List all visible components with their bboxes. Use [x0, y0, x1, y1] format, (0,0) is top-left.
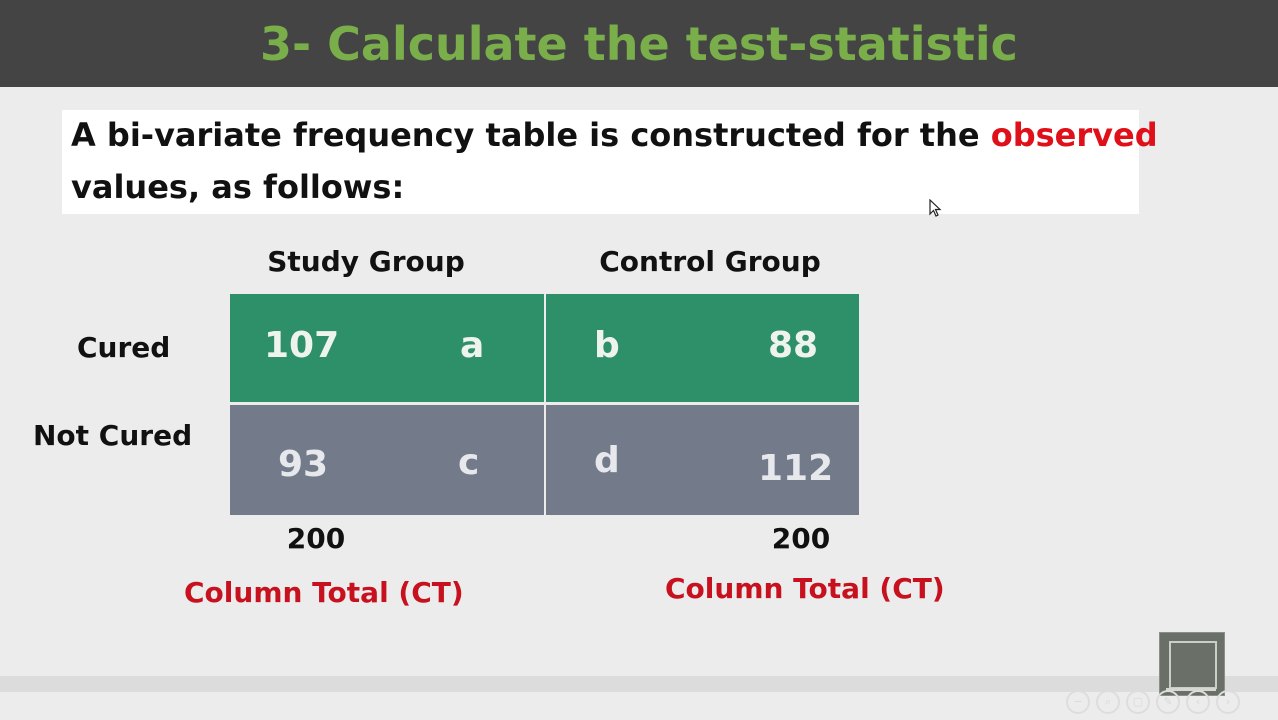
edit-icon[interactable]: ✎	[1156, 690, 1180, 714]
presentation-toolbar: − ⌕ ▢ ✎ ‹ ›	[1066, 690, 1240, 714]
intro-text-part1: A bi-variate frequency table is construc…	[71, 116, 991, 154]
prev-icon[interactable]: ‹	[1186, 690, 1210, 714]
cell-value: 88	[768, 325, 819, 366]
column-total-control: 200	[771, 522, 831, 555]
column-total-label-control: Column Total (CT)	[665, 572, 945, 605]
next-icon[interactable]: ›	[1216, 690, 1240, 714]
search-icon[interactable]: ⌕	[1096, 690, 1120, 714]
cell-cured-control: b 88	[546, 294, 859, 402]
university-logo	[1159, 632, 1225, 696]
intro-line-2: values, as follows:	[71, 168, 405, 206]
cell-not-cured-control: d 112	[546, 405, 859, 515]
column-header-study: Study Group	[267, 245, 465, 278]
logo-caption-bar	[1166, 688, 1216, 691]
mouse-cursor-icon	[929, 199, 942, 217]
slide-title-bar: 3- Calculate the test-statistic	[0, 0, 1278, 87]
cell-value: 93	[278, 444, 329, 485]
zoom-out-icon[interactable]: −	[1066, 690, 1090, 714]
row-label-not-cured: Not Cured	[33, 419, 193, 452]
logo-emblem-icon	[1169, 641, 1217, 689]
cell-not-cured-study: 93 c	[230, 405, 544, 515]
cell-letter: b	[594, 325, 620, 366]
cell-value: 112	[758, 448, 834, 489]
cell-letter: d	[594, 440, 620, 481]
cell-cured-study: 107 a	[230, 294, 544, 402]
row-label-cured: Cured	[77, 331, 171, 364]
intro-text-box: A bi-variate frequency table is construc…	[62, 110, 1158, 214]
column-total-study: 200	[286, 522, 346, 555]
copy-icon[interactable]: ▢	[1126, 690, 1150, 714]
cell-value: 107	[264, 325, 340, 366]
slide-title: 3- Calculate the test-statistic	[260, 17, 1018, 71]
cell-letter: c	[458, 442, 480, 483]
column-header-control: Control Group	[599, 245, 821, 278]
column-total-label-study: Column Total (CT)	[184, 576, 464, 609]
intro-highlight: observed	[990, 116, 1158, 154]
slide-bottom-band	[0, 676, 1278, 692]
cell-letter: a	[460, 325, 485, 366]
intro-line-1: A bi-variate frequency table is construc…	[71, 113, 1158, 157]
